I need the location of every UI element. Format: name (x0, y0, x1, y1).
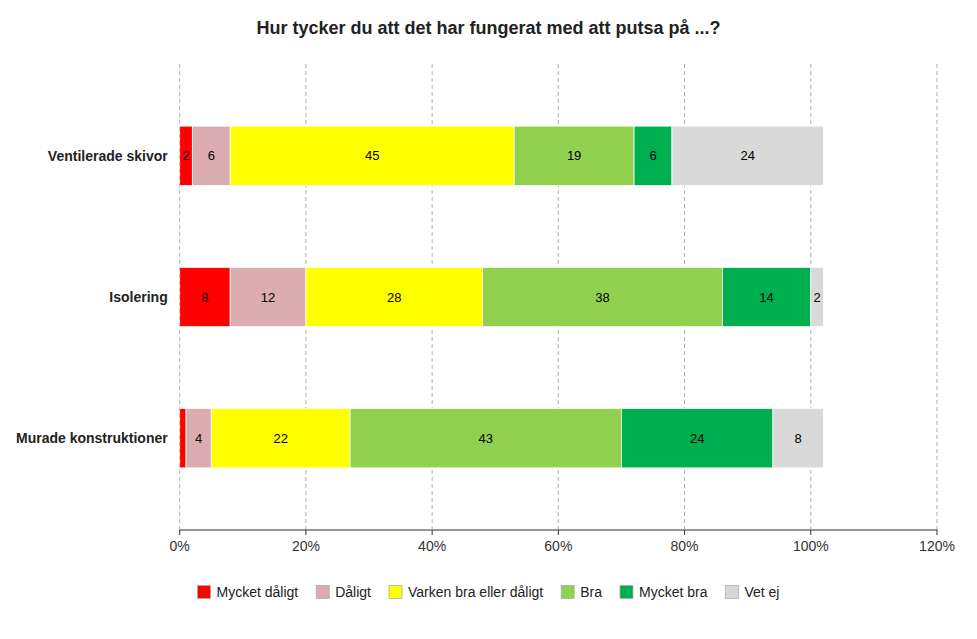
data-label: 19 (567, 148, 581, 163)
legend-swatch (316, 586, 329, 599)
data-labels: 824126222845433819241468224 (182, 148, 820, 445)
chart: Hur tycker du att det har fungerat med a… (0, 0, 977, 639)
legend-item: Mycket dåligt (198, 584, 299, 600)
bar-segment (621, 409, 772, 468)
bar-segment (180, 267, 230, 326)
legend-item: Varken bra eller dåligt (389, 584, 543, 600)
legend-label: Bra (580, 584, 602, 600)
bar-segment (186, 409, 211, 468)
tick-mark (179, 530, 180, 535)
legend-swatch (725, 586, 738, 599)
tick-mark (810, 530, 811, 535)
legend-label: Dåligt (335, 584, 371, 600)
bars (180, 126, 824, 468)
bar-segment (773, 409, 823, 468)
data-label: 2 (813, 290, 820, 305)
data-label: 14 (759, 290, 773, 305)
category-label: Ventilerade skivor (48, 148, 168, 164)
grid-line (937, 64, 938, 530)
tick-mark (305, 530, 306, 535)
bar-segment (230, 126, 514, 185)
bar-segment (672, 126, 823, 185)
category-label: Murade konstruktioner (16, 430, 168, 446)
legend-label: Mycket bra (639, 584, 708, 600)
category-label: Isolering (109, 289, 167, 305)
data-label: 24 (740, 148, 754, 163)
x-axis-line (180, 530, 937, 531)
data-label: 38 (595, 290, 609, 305)
x-axis: 0% 20% 40% 60% 80% 100% 120% (170, 530, 955, 554)
grid (180, 64, 937, 530)
data-label: 24 (690, 431, 704, 446)
tick-label: 0% (170, 538, 190, 554)
bar-segment (350, 409, 621, 468)
legend-label: Vet ej (744, 584, 779, 600)
legend-item: Dåligt (316, 584, 371, 600)
tick-mark (432, 530, 433, 535)
tick-label: 120% (919, 538, 955, 554)
tick-label: 80% (671, 538, 699, 554)
bar-segment (211, 409, 350, 468)
legend-swatch (389, 586, 402, 599)
bar-segment (192, 126, 230, 185)
legend-swatch (561, 586, 574, 599)
tick-mark (558, 530, 559, 535)
data-label: 8 (795, 431, 802, 446)
title: Hur tycker du att det har fungerat med a… (256, 18, 720, 38)
data-label: 12 (261, 290, 275, 305)
y-axis: Murade konstruktioner Isolering Ventilerad… (16, 148, 168, 446)
data-label: 45 (365, 148, 379, 163)
bar-segment (306, 267, 483, 326)
legend-item: Bra (561, 584, 602, 600)
legend-item: Mycket bra (620, 584, 708, 600)
tick-label: 20% (292, 538, 320, 554)
bar-segment (722, 267, 810, 326)
data-label: 2 (182, 148, 189, 163)
data-label: 4 (195, 431, 202, 446)
legend-swatch (620, 586, 633, 599)
bar-segment (180, 126, 193, 185)
tick-label: 60% (544, 538, 572, 554)
data-label: 6 (208, 148, 215, 163)
bar-segment (514, 126, 634, 185)
legend: Mycket dåligt Dåligt Varken bra eller dåli… (198, 584, 780, 600)
data-label: 22 (273, 431, 287, 446)
legend-label: Varken bra eller dåligt (408, 584, 543, 600)
bar-segment (634, 126, 672, 185)
data-label: 28 (387, 290, 401, 305)
legend-label: Mycket dåligt (217, 584, 299, 600)
tick-label: 100% (793, 538, 829, 554)
legend-swatch (198, 586, 211, 599)
legend-item: Vet ej (725, 584, 779, 600)
tick-label: 40% (418, 538, 446, 554)
data-label: 8 (201, 290, 208, 305)
bar-segment (230, 267, 306, 326)
data-label: 6 (649, 148, 656, 163)
bar-segment (811, 267, 824, 326)
tick-mark (937, 530, 938, 535)
data-label: 43 (479, 431, 493, 446)
bar-segment (180, 409, 186, 468)
bar-segment (483, 267, 723, 326)
tick-mark (684, 530, 685, 535)
